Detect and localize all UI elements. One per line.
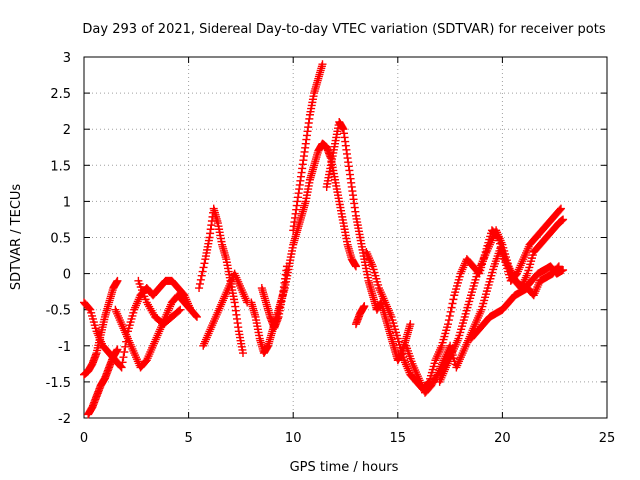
data-point — [120, 347, 129, 356]
data-point — [199, 263, 208, 272]
series-trace-m — [362, 204, 565, 394]
data-point — [195, 284, 204, 293]
data-point — [554, 262, 563, 271]
data-point — [195, 279, 204, 288]
series-trace-g — [199, 269, 252, 350]
series-trace-i — [257, 262, 291, 332]
data-point — [192, 312, 201, 321]
y-tick-label: 2.5 — [50, 87, 71, 102]
x-tick-label: 5 — [184, 431, 192, 446]
data-point — [444, 316, 453, 325]
y-tick-label: -1 — [58, 340, 71, 355]
data-marks — [80, 60, 568, 419]
data-point — [448, 299, 457, 308]
data-point — [196, 275, 205, 284]
data-point — [186, 305, 195, 314]
grid-lines — [84, 57, 607, 418]
data-point — [282, 262, 291, 271]
data-point — [176, 305, 185, 314]
data-point — [192, 311, 201, 320]
x-tick-label: 10 — [285, 431, 302, 446]
data-point — [113, 276, 122, 285]
series-trace-f — [195, 204, 247, 358]
data-point — [185, 304, 194, 313]
data-point — [238, 349, 247, 358]
data-point — [553, 263, 562, 272]
data-point — [119, 353, 128, 362]
y-tick-label: 0.5 — [50, 232, 71, 247]
x-tick-label: 25 — [599, 431, 616, 446]
axis-ticks: 0 5 10 15 20 25 -2 -1.5 -1 -0.5 0 0.5 1 1.5 2 2.5 3 — [46, 51, 616, 446]
data-point — [85, 304, 94, 313]
series-trace-d — [111, 291, 195, 372]
data-point — [318, 60, 327, 69]
series-trace-b — [80, 276, 122, 379]
data-point — [559, 265, 568, 274]
y-tick-label: 3 — [63, 51, 71, 66]
data-point — [444, 320, 453, 329]
x-tick-label: 15 — [390, 431, 407, 446]
y-tick-label: 2 — [63, 123, 71, 138]
data-point — [113, 345, 122, 354]
series-trace-o — [435, 215, 568, 386]
data-point — [351, 262, 360, 271]
data-point — [447, 303, 456, 312]
series-trace-j — [289, 60, 327, 235]
y-axis-label: SDTVAR / TECUs — [9, 184, 24, 291]
y-tick-label: -0.5 — [46, 304, 71, 319]
series-trace-p — [467, 262, 563, 343]
data-point — [556, 204, 565, 213]
data-point — [406, 320, 415, 329]
series-trace-h — [247, 139, 360, 358]
data-point — [198, 267, 207, 276]
data-point — [118, 358, 127, 367]
data-point — [449, 295, 458, 304]
data-point — [559, 215, 568, 224]
data-point — [175, 306, 184, 315]
y-tick-label: 0 — [63, 268, 71, 283]
x-tick-label: 0 — [80, 431, 88, 446]
series-trace-e — [134, 276, 185, 329]
series-trace-l — [351, 302, 369, 329]
x-tick-label: 20 — [494, 431, 511, 446]
data-point — [117, 363, 126, 372]
data-point — [116, 362, 125, 371]
data-point — [360, 302, 369, 311]
data-point — [446, 307, 455, 316]
series-trace-k — [322, 117, 415, 365]
data-point — [200, 259, 209, 268]
chart-title: Day 293 of 2021, Sidereal Day-to-day VTE… — [82, 22, 605, 37]
x-axis-label: GPS time / hours — [290, 460, 399, 475]
data-point — [197, 271, 206, 280]
y-tick-label: -1.5 — [46, 376, 71, 391]
series-trace-c — [84, 345, 122, 419]
data-point — [445, 311, 454, 320]
y-tick-label: 1.5 — [50, 159, 71, 174]
data-point — [556, 205, 565, 214]
y-tick-label: 1 — [63, 195, 71, 210]
y-tick-label: -2 — [58, 412, 71, 427]
